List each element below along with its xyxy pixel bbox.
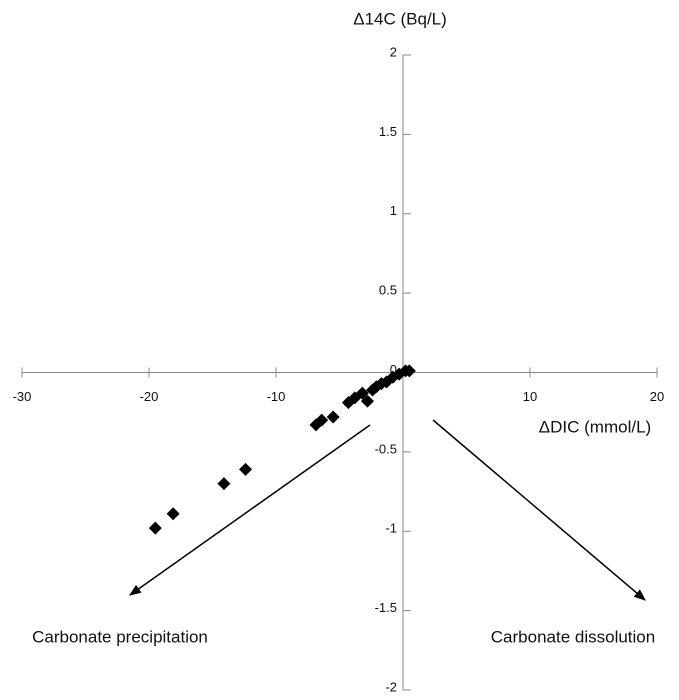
y-tick-label: 1 — [390, 203, 397, 218]
point — [239, 462, 253, 476]
point — [148, 521, 162, 535]
y-tick-label: -1.5 — [375, 600, 397, 615]
point — [326, 410, 340, 424]
annotation: Carbonate dissolution — [491, 627, 655, 646]
y-tick-label: -0.5 — [375, 441, 397, 456]
point — [315, 413, 329, 427]
x-tick-label: -20 — [140, 389, 159, 404]
arrow — [432, 419, 646, 601]
x-tick-label: -30 — [13, 389, 32, 404]
point — [217, 477, 231, 491]
point — [402, 364, 416, 378]
x-axis-label: ΔDIC (mmol/L) — [539, 417, 651, 436]
x-tick-label: 10 — [523, 389, 537, 404]
y-tick-label: 1.5 — [379, 124, 397, 139]
x-tick-label: -10 — [267, 389, 286, 404]
annotation: Carbonate precipitation — [32, 627, 208, 646]
point — [360, 394, 374, 408]
y-tick-label: -1 — [385, 521, 397, 536]
arrow — [129, 424, 371, 596]
y-tick-label: -2 — [385, 679, 397, 694]
x-tick-label: 20 — [650, 389, 664, 404]
point — [355, 386, 369, 400]
y-tick-label: 0.5 — [379, 283, 397, 298]
y-tick-label: 0 — [390, 362, 397, 377]
y-tick-label: 2 — [390, 44, 397, 59]
y-axis-label: Δ14C (Bq/L) — [353, 9, 447, 28]
point — [166, 507, 180, 521]
